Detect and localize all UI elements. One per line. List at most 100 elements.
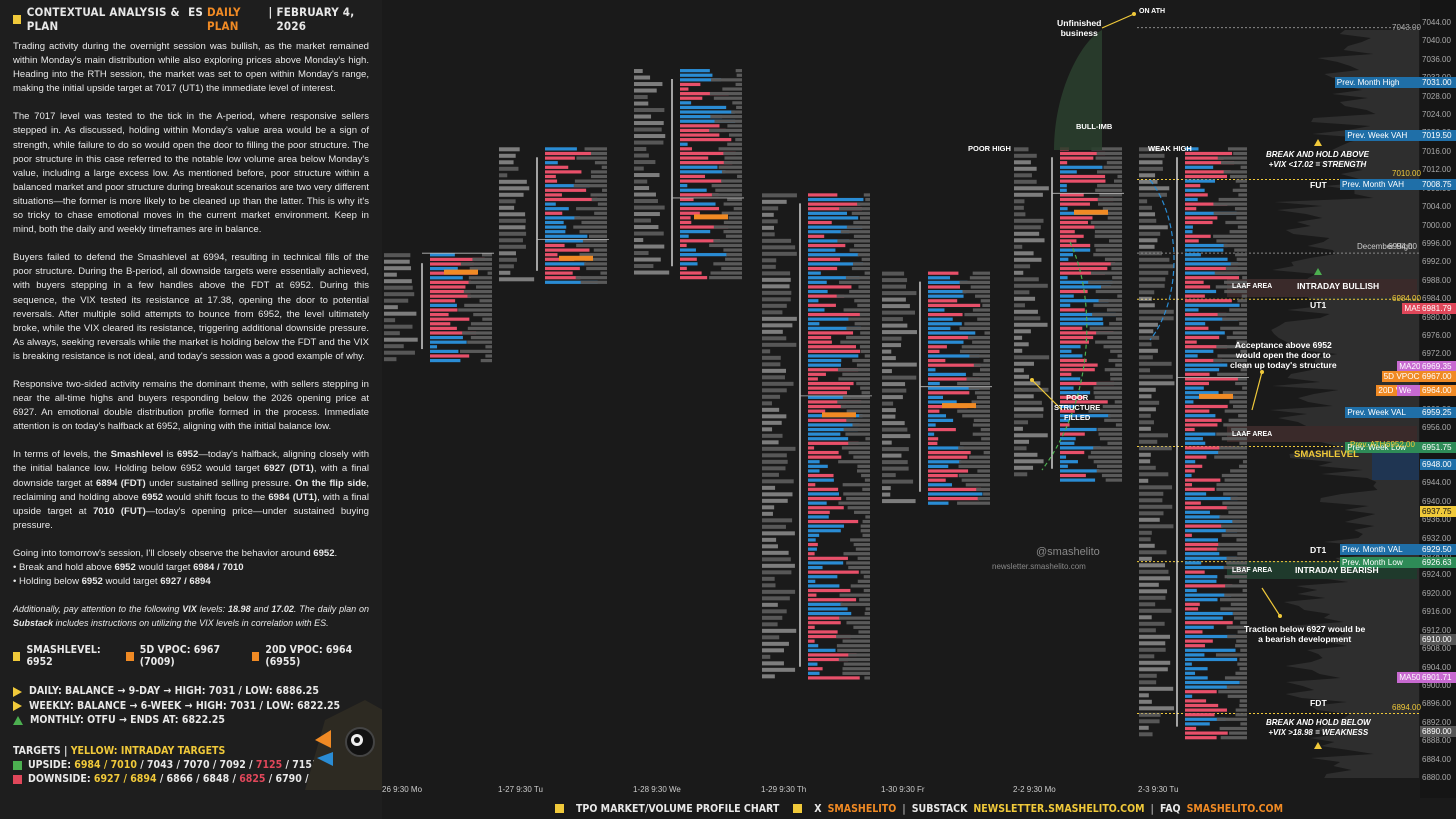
vol-bar-s6	[1185, 174, 1228, 179]
delta-bar-s6	[1235, 671, 1247, 675]
faq-link[interactable]: SMASHELITO.COM	[1186, 802, 1283, 815]
delta-bar-s6	[1242, 386, 1247, 390]
vol-bar-s4	[928, 501, 949, 505]
vol-bar-s1	[545, 239, 586, 243]
delta-bar-s6	[1219, 726, 1247, 731]
tpo-letters-s3	[762, 596, 790, 601]
delta-bar-s3	[858, 285, 870, 289]
delta-bar-s2	[715, 188, 742, 192]
targets-title: TARGETS	[13, 744, 61, 757]
delta-bar-s3	[839, 207, 870, 211]
delta-bar-s3	[859, 312, 870, 317]
laaf-zone-1	[1227, 279, 1417, 297]
vol-bar-s6	[1185, 340, 1197, 344]
vol-bar-s3	[808, 630, 838, 634]
vol-bar-s3	[808, 266, 838, 271]
delta-bar-s6	[1222, 501, 1247, 505]
substack-link[interactable]: NEWSLETTER.SMASHELITO.COM	[973, 802, 1145, 815]
delta-bar-s3	[861, 473, 870, 478]
delta-bar-s5	[1089, 326, 1122, 330]
vol-bar-s4	[928, 308, 945, 312]
delta-bar-s2	[722, 87, 742, 91]
vol-bar-s2	[680, 87, 689, 91]
vol-bar-s3	[808, 496, 842, 501]
delta-bar-s5	[1110, 372, 1122, 376]
delta-bar-s6	[1236, 538, 1247, 542]
tpo-letters-s5	[1014, 205, 1024, 210]
delta-bar-s2	[721, 266, 742, 271]
delta-bar-s0	[482, 317, 492, 321]
vol-bar-s4	[928, 455, 968, 459]
right-tag-label: We	[1397, 385, 1420, 397]
delta-bar-s4	[972, 372, 990, 376]
vol-bar-s6	[1185, 345, 1228, 349]
level-6994: 6994.00	[1388, 242, 1417, 252]
tpo-letters-s6	[1139, 647, 1166, 652]
tpo-letters-s0	[384, 357, 397, 362]
right-tag-label: Prev. Month VAH	[1340, 179, 1420, 191]
delta-bar-s4	[961, 345, 990, 349]
tpo-chart[interactable]: 7044.007040.007036.007032.007028.007024.…	[382, 0, 1456, 819]
plan-date: FEBRUARY 4, 2026	[276, 5, 355, 33]
delta-bar-s6	[1222, 391, 1247, 395]
vol-bar-s6	[1185, 211, 1237, 215]
delta-bar-s5	[1115, 363, 1122, 367]
tpo-letters-s3	[762, 459, 788, 464]
delta-bar-s5	[1108, 358, 1122, 363]
tpo-chart-canvas[interactable]	[382, 0, 1456, 798]
delta-bar-s3	[837, 239, 870, 243]
delta-bar-s1	[585, 257, 607, 261]
vol-bar-s6	[1185, 354, 1198, 358]
vol-bar-s6	[1185, 349, 1214, 353]
delta-bar-s3	[847, 506, 870, 510]
vol-bar-s3	[808, 345, 857, 349]
vol-bar-s3	[808, 299, 819, 303]
vol-bar-s6	[1185, 699, 1207, 703]
tpo-letters-s6	[1139, 348, 1158, 353]
vol-bar-s6	[1185, 207, 1197, 211]
delta-bar-s6	[1235, 713, 1247, 717]
tpo-letters-s3	[762, 394, 781, 399]
delta-bar-s4	[962, 414, 990, 418]
tpo-letters-s6	[1139, 699, 1152, 704]
price-tick: 6920.00	[1422, 588, 1451, 598]
delta-bar-s5	[1104, 368, 1122, 372]
delta-bar-s3	[862, 519, 870, 524]
delta-bar-s4	[981, 437, 990, 441]
delta-bar-s6	[1237, 377, 1247, 381]
vol-bar-s0	[430, 326, 457, 330]
tpo-letters-s6	[1139, 517, 1160, 522]
delta-bar-s6	[1231, 427, 1247, 432]
vol-bar-s5	[1060, 179, 1106, 183]
delta-bar-s3	[857, 556, 870, 560]
x-handle-link[interactable]: SMASHELITO	[827, 802, 897, 815]
vol-bar-s5	[1060, 386, 1074, 390]
tpo-letters-s6	[1139, 153, 1165, 158]
delta-bar-s6	[1232, 404, 1247, 409]
delta-bar-s4	[962, 289, 990, 294]
delta-bar-s6	[1221, 533, 1247, 537]
delta-bar-s4	[964, 312, 990, 317]
vol-bar-s3	[808, 386, 851, 390]
vol-bar-s3	[808, 248, 836, 252]
tpo-letters-s3	[762, 667, 796, 672]
vol-bar-s3	[808, 671, 820, 675]
delta-bar-s3	[837, 368, 870, 372]
vol-bar-s5	[1060, 165, 1103, 169]
vol-bar-s5	[1060, 299, 1109, 303]
delta-bar-s4	[958, 464, 990, 468]
tpo-letters-s6	[1139, 439, 1158, 444]
tpo-letters-s4	[882, 343, 902, 348]
delta-bar-s6	[1225, 220, 1247, 225]
price-tick: 6980.00	[1422, 312, 1451, 322]
tpo-letters-s6	[1139, 569, 1169, 574]
tpo-letters-s3	[762, 427, 773, 432]
delta-bar-s5	[1102, 207, 1122, 211]
tpo-letters-s2	[634, 212, 660, 217]
vol-bar-s4	[928, 460, 962, 464]
vol-bar-s6	[1185, 524, 1223, 528]
tpo-letters-s3	[762, 212, 774, 217]
vol-bar-s2	[680, 248, 696, 252]
price-tick: 6984.00	[1422, 294, 1451, 304]
vol-bar-s3	[808, 197, 864, 202]
